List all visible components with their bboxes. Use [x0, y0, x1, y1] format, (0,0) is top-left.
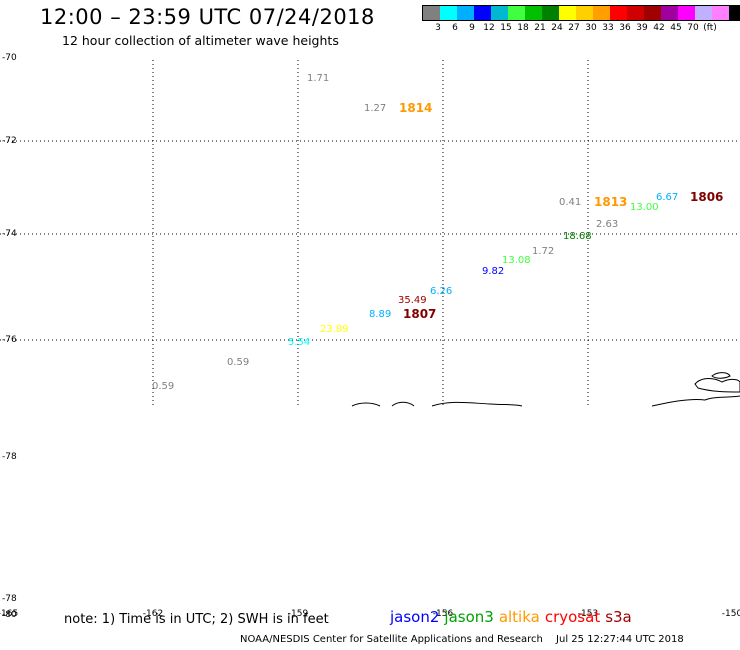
legend-s3a: s3a: [605, 608, 632, 626]
colorbar-label: (ft): [703, 23, 717, 33]
wave-height-value: 6.67: [656, 192, 678, 203]
colorbar-swatch: [644, 6, 661, 20]
colorbar-swatch: [508, 6, 525, 20]
longitude-label: -156: [433, 609, 454, 619]
colorbar-label: 45: [670, 23, 682, 33]
wave-height-value: 9.82: [482, 266, 504, 277]
latitude-label: -74: [2, 229, 17, 239]
colorbar-swatch: [610, 6, 627, 20]
colorbar-label: 39: [636, 23, 648, 33]
legend-jason2: jason2: [390, 608, 440, 626]
longitude-labels: -165 -162 -159 -156 -153 -150: [0, 609, 740, 619]
colorbar-swatch: [491, 6, 508, 20]
colorbar-swatch: [542, 6, 559, 20]
units-note: note: 1) Time is in UTC; 2) SWH is in fe…: [64, 612, 329, 627]
pass-label: 1806: [690, 190, 723, 204]
wave-height-value: 8.89: [369, 309, 391, 320]
credit-org: NOAA/NESDIS Center for Satellite Applica…: [240, 634, 543, 645]
wave-height-value: 1.71: [307, 73, 329, 84]
wave-height-value: 6.26: [430, 286, 452, 297]
wave-height-value: 5.54: [288, 337, 310, 348]
coastline-segment: [431, 401, 523, 407]
wave-height-value: 13.00: [630, 202, 659, 213]
colorbar-label: 6: [452, 23, 458, 33]
coastline-segment: [694, 378, 740, 393]
colorbar-label: 36: [619, 23, 631, 33]
colorbar-label: 24: [551, 23, 563, 33]
colorbar-label: 12: [483, 23, 495, 33]
chart-title: 12:00 – 23:59 UTC 07/24/2018: [40, 5, 375, 29]
wave-height-value: 0.59: [152, 381, 174, 392]
latitude-label: -72: [2, 136, 17, 146]
coastline: [351, 372, 740, 407]
legend-altika: altika: [498, 608, 540, 626]
colorbar-label: 15: [500, 23, 512, 33]
colorbar-label: 33: [602, 23, 614, 33]
colorbar-label: 18: [517, 23, 529, 33]
coastline-segment: [651, 395, 740, 407]
colorbar-swatch: [661, 6, 678, 20]
pass-label: 1814: [399, 101, 432, 115]
coastline-segment: [391, 401, 415, 407]
latitude-label: -70: [2, 53, 17, 63]
colorbar-label: 21: [534, 23, 546, 33]
legend-cryosat: cryosat: [544, 608, 601, 626]
wave-height-observations: 1.71 1.27 0.41 13.006.67 2.63 18.68 1.7213.089…: [152, 73, 678, 392]
credit-line: NOAA/NESDIS Center for Satellite Applica…: [240, 634, 684, 645]
colorbar-swatch: [474, 6, 491, 20]
satellite-legend: jason2 jason3 altika cryosat s3a: [390, 608, 637, 626]
colorbar-label: 42: [653, 23, 665, 33]
colorbar-label: 9: [469, 23, 475, 33]
colorbar-label: 70: [687, 23, 699, 33]
pass-labels: 1814 1813 1806 1807: [399, 101, 723, 321]
longitude-label: -162: [143, 609, 163, 619]
wave-height-value: 13.08: [502, 255, 531, 266]
longitude-label: -159: [288, 609, 309, 619]
colorbar-labels: 3 6 9 12 15 18 21 24 27 30 33 36 39 42 45 70 (ft): [422, 21, 740, 33]
legend-jason3: jason3: [444, 608, 494, 626]
colorbar-label: 3: [435, 23, 441, 33]
wave-height-value: 1.72: [532, 246, 554, 257]
longitude-label: -150: [722, 609, 740, 619]
colorbar-swatch: [423, 6, 440, 20]
wave-height-value: 18.68: [563, 231, 592, 242]
colorbar-label: 30: [585, 23, 597, 33]
longitude-label: -153: [578, 609, 598, 619]
wave-height-value: 23.89: [320, 324, 349, 335]
chart-subtitle: 12 hour collection of altimeter wave hei…: [62, 33, 339, 48]
colorbar-swatch: [457, 6, 474, 20]
coastline-segment: [351, 402, 381, 407]
colorbar-swatch: [593, 6, 610, 20]
longitude-label: -165: [0, 609, 18, 619]
coastline-segment: [711, 372, 731, 379]
colorbar-swatch: [440, 6, 457, 20]
latitude-label: -78: [2, 594, 17, 604]
colorbar-swatch: [525, 6, 542, 20]
pass-label: 1813: [594, 195, 627, 209]
colorbar-swatch: [559, 6, 576, 20]
graticule: [0, 60, 740, 406]
colorbar-swatch: [695, 6, 712, 20]
wave-height-colorbar: 3 6 9 12 15 18 21 24 27 30 33 36 39 42 45 70 (ft): [422, 5, 740, 33]
colorbar-swatch: [576, 6, 593, 20]
wave-height-value: 0.41: [559, 197, 581, 208]
colorbar-swatches: [422, 5, 740, 21]
colorbar-label: 27: [568, 23, 580, 33]
wave-height-value: 0.59: [227, 357, 249, 368]
latitude-label: -76: [2, 335, 17, 345]
wave-height-value: 1.27: [364, 103, 386, 114]
colorbar-swatch: [712, 6, 729, 20]
pass-label: 1807: [403, 307, 436, 321]
latitude-label: -78: [2, 452, 17, 462]
colorbar-swatch: [678, 6, 695, 20]
wave-height-value: 2.63: [596, 219, 618, 230]
wave-height-value: 35.49: [398, 295, 427, 306]
credit-time: Jul 25 12:27:44 UTC 2018: [556, 634, 684, 645]
colorbar-swatch: [627, 6, 644, 20]
latitude-label: -80: [2, 610, 17, 620]
latitude-labels: -70 -72 -74 -76 -78 -78 -80: [2, 53, 17, 620]
colorbar-swatch: [729, 6, 740, 20]
